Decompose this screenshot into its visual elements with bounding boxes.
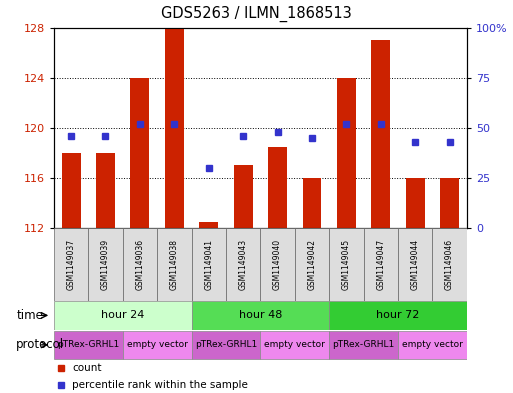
Bar bbox=[268, 147, 287, 228]
Bar bbox=[54, 331, 123, 359]
Bar bbox=[191, 331, 260, 359]
Text: empty vector: empty vector bbox=[127, 340, 188, 349]
Bar bbox=[234, 165, 252, 228]
Text: pTRex-GRHL1: pTRex-GRHL1 bbox=[57, 340, 120, 349]
Bar bbox=[226, 228, 260, 301]
Text: hour 24: hour 24 bbox=[101, 310, 144, 320]
Bar bbox=[88, 228, 123, 301]
Bar bbox=[398, 331, 467, 359]
Bar bbox=[260, 228, 295, 301]
Bar bbox=[191, 228, 226, 301]
Bar bbox=[157, 228, 191, 301]
Bar bbox=[329, 301, 467, 329]
Text: GSM1149038: GSM1149038 bbox=[170, 239, 179, 290]
Text: count: count bbox=[72, 363, 102, 373]
Bar bbox=[261, 331, 329, 359]
Text: empty vector: empty vector bbox=[402, 340, 463, 349]
Bar bbox=[123, 228, 157, 301]
Bar bbox=[130, 78, 149, 228]
Text: time: time bbox=[16, 309, 43, 322]
Text: hour 72: hour 72 bbox=[377, 310, 420, 320]
Text: GSM1149045: GSM1149045 bbox=[342, 239, 351, 290]
Bar bbox=[432, 228, 467, 301]
Text: GSM1149044: GSM1149044 bbox=[411, 239, 420, 290]
Bar bbox=[303, 178, 322, 228]
Text: GSM1149041: GSM1149041 bbox=[204, 239, 213, 290]
Bar bbox=[96, 153, 115, 228]
Bar bbox=[191, 301, 329, 329]
Text: GSM1149047: GSM1149047 bbox=[377, 239, 385, 290]
Bar bbox=[329, 331, 398, 359]
Bar bbox=[371, 40, 390, 228]
Bar bbox=[165, 28, 184, 228]
Text: GSM1149039: GSM1149039 bbox=[101, 239, 110, 290]
Text: hour 48: hour 48 bbox=[239, 310, 282, 320]
Bar bbox=[123, 331, 191, 359]
Text: pTRex-GRHL1: pTRex-GRHL1 bbox=[332, 340, 394, 349]
Bar bbox=[440, 178, 459, 228]
Bar bbox=[398, 228, 432, 301]
Bar bbox=[62, 153, 81, 228]
Text: GSM1149046: GSM1149046 bbox=[445, 239, 454, 290]
Bar bbox=[54, 228, 88, 301]
Text: GSM1149040: GSM1149040 bbox=[273, 239, 282, 290]
Bar bbox=[337, 78, 356, 228]
Bar bbox=[406, 178, 425, 228]
Bar bbox=[329, 228, 364, 301]
Text: GSM1149042: GSM1149042 bbox=[307, 239, 317, 290]
Text: empty vector: empty vector bbox=[264, 340, 325, 349]
Text: pTRex-GRHL1: pTRex-GRHL1 bbox=[195, 340, 257, 349]
Text: GDS5263 / ILMN_1868513: GDS5263 / ILMN_1868513 bbox=[161, 6, 352, 22]
Bar bbox=[199, 222, 218, 228]
Text: GSM1149036: GSM1149036 bbox=[135, 239, 144, 290]
Text: protocol: protocol bbox=[16, 338, 64, 351]
Text: GSM1149043: GSM1149043 bbox=[239, 239, 248, 290]
Bar bbox=[364, 228, 398, 301]
Bar bbox=[295, 228, 329, 301]
Bar bbox=[54, 301, 191, 329]
Text: percentile rank within the sample: percentile rank within the sample bbox=[72, 380, 248, 389]
Text: GSM1149037: GSM1149037 bbox=[67, 239, 75, 290]
